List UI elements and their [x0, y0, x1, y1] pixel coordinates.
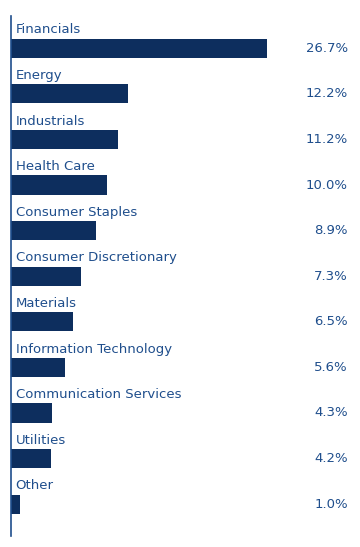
Text: Consumer Discretionary: Consumer Discretionary [15, 252, 176, 264]
Text: Financials: Financials [15, 24, 81, 37]
Text: Industrials: Industrials [15, 115, 85, 127]
Text: 4.3%: 4.3% [314, 406, 348, 420]
Text: Communication Services: Communication Services [15, 388, 181, 401]
Text: Health Care: Health Care [15, 160, 94, 173]
Text: 11.2%: 11.2% [306, 133, 348, 146]
Text: Materials: Materials [15, 297, 77, 310]
Bar [11, 358, 64, 377]
Text: Information Technology: Information Technology [15, 342, 172, 356]
Bar [11, 130, 118, 149]
Text: 6.5%: 6.5% [314, 315, 348, 328]
Text: Utilities: Utilities [15, 434, 66, 447]
Text: Energy: Energy [15, 69, 62, 82]
Bar [11, 176, 107, 195]
Bar [11, 221, 96, 240]
Text: 26.7%: 26.7% [306, 42, 348, 55]
Bar [11, 267, 81, 286]
Text: 7.3%: 7.3% [314, 270, 348, 283]
Text: 4.2%: 4.2% [314, 452, 348, 465]
Bar [11, 449, 51, 468]
Bar [11, 494, 21, 514]
Text: 10.0%: 10.0% [306, 178, 348, 191]
Bar [11, 312, 73, 331]
Text: 8.9%: 8.9% [315, 224, 348, 237]
Text: Consumer Staples: Consumer Staples [15, 206, 137, 219]
Text: 5.6%: 5.6% [314, 361, 348, 374]
Text: 1.0%: 1.0% [314, 498, 348, 511]
Bar [11, 84, 128, 103]
Text: 12.2%: 12.2% [306, 88, 348, 101]
Bar [11, 404, 52, 422]
Text: Other: Other [15, 479, 54, 492]
Bar [11, 39, 267, 58]
